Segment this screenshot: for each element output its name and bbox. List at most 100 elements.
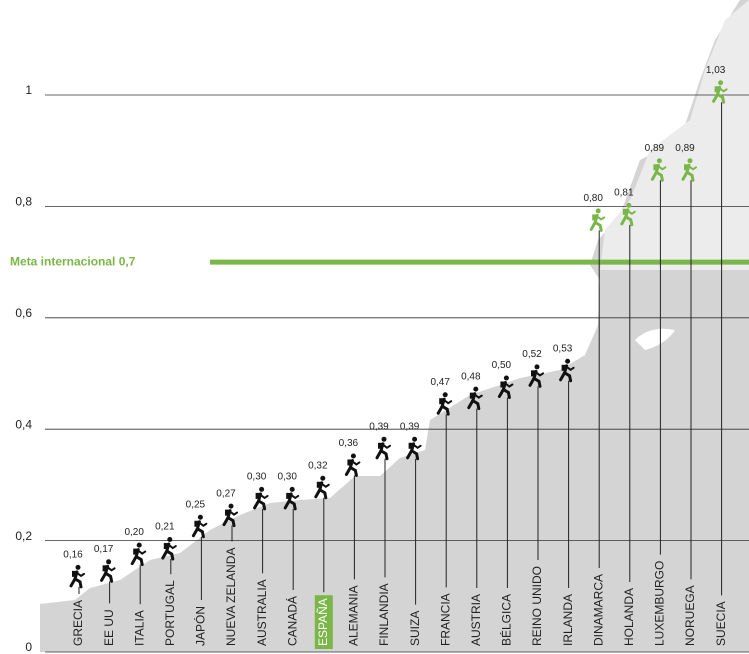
category: NORUEGA	[683, 585, 697, 646]
x-tick-label: ALEMANIA	[347, 585, 361, 646]
x-tick-label: FINLANDIA	[377, 583, 391, 646]
value-label: 0,80	[583, 193, 603, 204]
hiker	[620, 202, 636, 227]
hiker-arm	[351, 460, 361, 466]
hiker-head	[626, 202, 632, 208]
category: AUSTRIA	[469, 594, 483, 646]
hiker-leg	[287, 499, 297, 511]
x-tick-label: AUSTRIA	[469, 594, 483, 646]
highlight-box	[314, 595, 333, 649]
category: GRECIA	[71, 600, 85, 646]
value-label: 1,03	[706, 65, 726, 76]
hiker-pack	[592, 214, 597, 221]
hiker-head	[228, 503, 234, 509]
y-tick-label: 0	[25, 640, 32, 654]
hiker-pack	[561, 364, 566, 371]
hiker-leg	[165, 549, 175, 561]
value-label: 0,48	[461, 371, 481, 382]
hiker	[559, 358, 575, 383]
hiker	[100, 559, 116, 583]
value-label: 0,47	[430, 377, 450, 388]
category: PORTUGAL	[163, 580, 177, 646]
hiker-leg	[410, 449, 420, 461]
hiker	[222, 503, 238, 528]
hiker-head	[595, 208, 601, 214]
hiker-leg	[716, 92, 726, 104]
hiker-leg	[654, 170, 664, 182]
hiker-leg	[563, 371, 573, 383]
hiker-arm	[382, 443, 391, 449]
hiker-arm	[718, 87, 728, 93]
hiker-leg	[501, 388, 511, 399]
hiker-head	[718, 80, 724, 86]
hiker	[69, 564, 85, 589]
x-tick-label: NUEVA ZELANDA	[224, 548, 238, 646]
category: HOLANDA	[622, 588, 636, 646]
hiker	[681, 158, 697, 182]
y-tick-label: 0,2	[15, 529, 32, 543]
hiker-head	[503, 375, 509, 381]
hiker	[650, 158, 667, 182]
hiker-pack	[684, 164, 688, 171]
x-tick-label: IRLANDA	[561, 594, 575, 646]
category: FRANCIA	[438, 593, 452, 646]
hiker-leg	[318, 488, 328, 500]
mountain-snow	[600, 0, 749, 270]
hiker-head	[442, 392, 448, 398]
hiker-head	[75, 564, 81, 570]
hiker-leg	[685, 170, 695, 182]
value-label: 0,32	[308, 460, 328, 471]
x-tick-label: PORTUGAL	[163, 580, 177, 646]
category: DINAMARCA	[591, 574, 605, 646]
hiker	[130, 542, 147, 567]
value-label: 0,81	[614, 187, 634, 198]
y-tick-label: 1	[25, 83, 32, 97]
hiker-pack	[102, 565, 107, 572]
hiker-leg	[379, 449, 389, 461]
value-label: 0,27	[216, 488, 236, 499]
value-label: 0,36	[339, 438, 359, 449]
x-tick-label: FRANCIA	[438, 593, 452, 646]
hiker-leg	[348, 465, 358, 477]
x-tick-label: ESPAÑA	[316, 598, 330, 646]
x-tick-label: REINO UNIDO	[530, 566, 544, 646]
value-label: 0,50	[492, 360, 512, 371]
x-tick-label: BÉLGICA	[499, 594, 514, 646]
hiker-arm	[473, 393, 483, 399]
hiker-head	[350, 453, 356, 459]
category: EE UU	[102, 609, 116, 646]
hiker-arm	[535, 371, 544, 377]
hiker-arm	[290, 493, 300, 500]
hiker-leg	[532, 376, 542, 388]
hiker-arm	[320, 482, 330, 488]
hiker-leg	[440, 404, 450, 416]
hiker-head	[656, 158, 662, 164]
hiker-head	[534, 364, 540, 370]
category: JAPÓN	[193, 606, 208, 646]
category: ITALIA	[132, 610, 146, 646]
hiker-arm	[596, 215, 606, 221]
hiker-head	[473, 386, 479, 392]
hiker-leg	[471, 399, 481, 411]
hiker-pack	[500, 381, 505, 388]
hiker-pack	[439, 398, 444, 405]
hiker-head	[687, 158, 693, 164]
x-tick-label: AUSTRALIA	[255, 579, 269, 646]
value-label: 0,16	[63, 550, 83, 561]
category: SUIZA	[408, 611, 422, 646]
hiker-head	[136, 542, 142, 548]
hiker-head	[565, 358, 571, 364]
value-label: 0,21	[155, 522, 175, 533]
x-tick-label: CANADÁ	[284, 596, 299, 646]
hiker-head	[289, 486, 295, 492]
hiker-pack	[531, 370, 535, 377]
hiker-pack	[408, 442, 413, 449]
hiker	[314, 475, 330, 500]
hiker-pack	[194, 520, 199, 527]
hiker-arm	[657, 165, 667, 171]
hiker-arm	[137, 549, 147, 555]
hiker-pack	[653, 164, 658, 171]
hiker-leg	[134, 555, 144, 567]
hiker-head	[320, 475, 326, 481]
